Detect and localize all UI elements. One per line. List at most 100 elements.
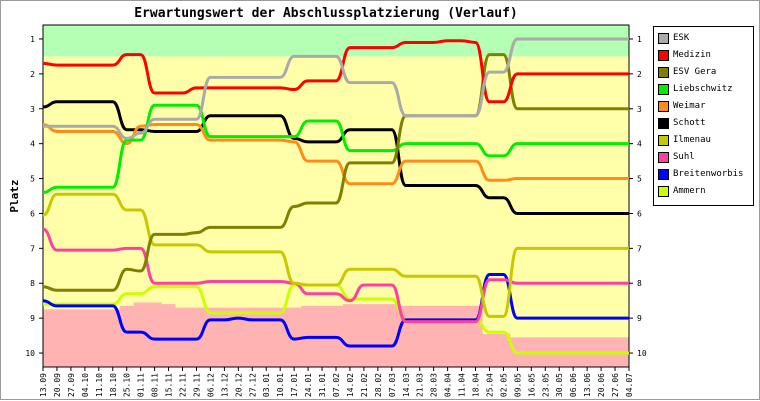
x-tick-label: 08.11 bbox=[151, 373, 160, 397]
x-tick-label: 20.06 bbox=[597, 373, 606, 397]
x-tick-label: 27.06 bbox=[611, 373, 620, 397]
y-tick-label-left: 8 bbox=[30, 279, 35, 288]
x-tick-label: 06.06 bbox=[569, 373, 578, 397]
series-line-esv-gera bbox=[42, 53, 629, 292]
series-line-suhl bbox=[42, 227, 629, 324]
x-tick-label: 31.01 bbox=[318, 373, 327, 397]
legend-item: ESV Gera bbox=[658, 65, 716, 79]
legend-item: Ilmenau bbox=[658, 133, 711, 147]
x-tick-label: 17.01 bbox=[290, 373, 299, 397]
x-tick-label: 28.03 bbox=[430, 373, 439, 397]
y-tick-label-left: 10 bbox=[25, 349, 35, 358]
legend-label: Medizin bbox=[673, 50, 711, 60]
x-tick-label: 03.01 bbox=[262, 373, 271, 397]
zone-band bbox=[43, 25, 629, 57]
legend-swatch bbox=[658, 49, 669, 61]
legend-label: Ammern bbox=[673, 186, 706, 196]
x-tick-label: 04.04 bbox=[444, 373, 453, 397]
y-tick-label-right: 2 bbox=[637, 70, 642, 79]
x-tick-label: 21.02 bbox=[360, 373, 369, 397]
x-tick-label: 20.12 bbox=[234, 373, 243, 397]
legend-item: Breitenworbis bbox=[658, 167, 743, 181]
legend-label: Ilmenau bbox=[673, 135, 711, 145]
legend-swatch bbox=[658, 100, 669, 112]
x-tick-label: 18.10 bbox=[109, 373, 118, 397]
y-tick-label-right: 8 bbox=[637, 279, 642, 288]
y-tick-label-left: 9 bbox=[30, 314, 35, 323]
x-tick-label: 24.01 bbox=[304, 373, 313, 397]
legend-item: Liebschwitz bbox=[658, 82, 733, 96]
legend-item: Medizin bbox=[658, 48, 711, 62]
y-tick-label-right: 9 bbox=[637, 314, 642, 323]
x-tick-label: 10.01 bbox=[276, 373, 285, 397]
x-tick-label: 11.04 bbox=[458, 373, 467, 397]
legend-item: ESK bbox=[658, 31, 689, 45]
x-tick-label: 27.12 bbox=[248, 373, 257, 397]
series-line-liebschwitz bbox=[42, 103, 629, 195]
legend-swatch bbox=[658, 83, 669, 95]
x-tick-label: 07.03 bbox=[388, 373, 397, 397]
legend-label: ESK bbox=[673, 33, 690, 43]
x-tick-label: 21.03 bbox=[416, 373, 425, 397]
x-tick-label: 25.10 bbox=[123, 373, 132, 397]
series-line-esk bbox=[42, 37, 629, 140]
legend-swatch bbox=[658, 134, 669, 146]
y-tick-label-left: 3 bbox=[30, 105, 35, 114]
relegation-zone bbox=[43, 302, 629, 367]
legend-label: Breitenworbis bbox=[673, 169, 744, 179]
x-tick-label: 23.05 bbox=[541, 373, 550, 397]
x-tick-label: 22.11 bbox=[179, 373, 188, 397]
y-tick-label-left: 1 bbox=[30, 35, 35, 44]
series-line-schott bbox=[42, 100, 629, 215]
x-tick-label: 09.05 bbox=[513, 373, 522, 397]
x-tick-label: 02.05 bbox=[499, 373, 508, 397]
y-tick-label-right: 4 bbox=[637, 140, 642, 149]
legend-item: Suhl bbox=[658, 150, 695, 164]
x-tick-label: 27.09 bbox=[67, 373, 76, 397]
x-tick-label: 18.04 bbox=[472, 373, 481, 397]
y-tick-label-right: 7 bbox=[637, 244, 642, 253]
x-tick-label: 13.12 bbox=[220, 373, 229, 397]
y-tick-label-left: 6 bbox=[30, 209, 35, 218]
y-tick-label-right: 6 bbox=[637, 209, 642, 218]
x-tick-label: 16.05 bbox=[527, 373, 536, 397]
x-tick-label: 11.10 bbox=[95, 373, 104, 397]
legend: ESK Medizin ESV Gera Liebschwitz Weimar Schot… bbox=[653, 26, 754, 206]
x-tick-label: 30.05 bbox=[555, 373, 564, 397]
legend-swatch bbox=[658, 185, 669, 197]
y-tick-label-right: 1 bbox=[637, 35, 642, 44]
legend-swatch bbox=[658, 168, 669, 180]
x-tick-label: 13.09 bbox=[39, 373, 48, 397]
y-tick-label-left: 5 bbox=[30, 175, 35, 184]
x-tick-label: 25.04 bbox=[485, 373, 494, 397]
legend-label: ESV Gera bbox=[673, 67, 717, 77]
series-line-medizin bbox=[42, 39, 629, 104]
legend-item: Schott bbox=[658, 116, 706, 130]
y-tick-label-right: 3 bbox=[637, 105, 642, 114]
y-tick-label-right: 5 bbox=[637, 175, 642, 184]
series-line-weimar bbox=[42, 122, 629, 186]
y-tick-label-left: 4 bbox=[30, 140, 35, 149]
legend-label: Suhl bbox=[673, 152, 695, 162]
chart-title: Erwartungswert der Abschlussplatzierung … bbox=[134, 6, 518, 21]
legend-label: Liebschwitz bbox=[673, 84, 733, 94]
x-tick-label: 01.11 bbox=[137, 373, 146, 397]
x-tick-label: 04.07 bbox=[625, 373, 634, 397]
series-line-ilmenau bbox=[42, 192, 629, 318]
y-axis-label: Platz bbox=[8, 179, 21, 212]
x-tick-label: 20.09 bbox=[53, 373, 62, 397]
legend-label: Schott bbox=[673, 118, 706, 128]
x-tick-label: 14.03 bbox=[402, 373, 411, 397]
series-line-breitenworbis bbox=[42, 273, 629, 348]
legend-swatch bbox=[658, 117, 669, 129]
legend-label: Weimar bbox=[673, 101, 706, 111]
x-tick-label: 28.02 bbox=[374, 373, 383, 397]
x-tick-label: 29.11 bbox=[192, 373, 201, 397]
x-tick-label: 14.02 bbox=[346, 373, 355, 397]
x-tick-label: 04.10 bbox=[81, 373, 90, 397]
legend-swatch bbox=[658, 66, 669, 78]
y-tick-label-left: 2 bbox=[30, 70, 35, 79]
legend-item: Ammern bbox=[658, 184, 706, 198]
